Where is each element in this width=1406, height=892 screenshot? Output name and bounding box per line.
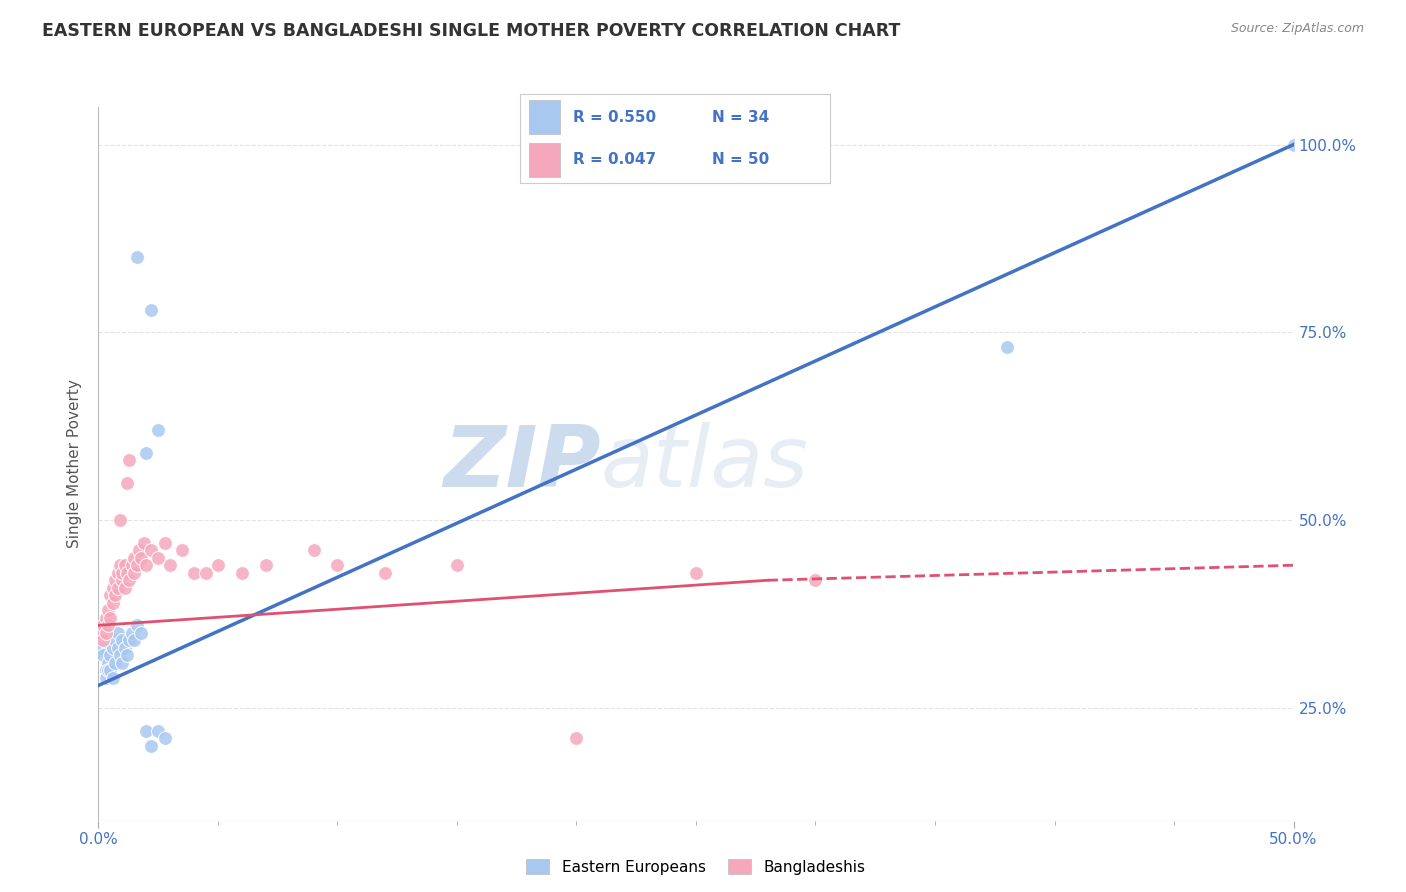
Point	[121, 625, 143, 640]
Point	[995, 340, 1018, 354]
Point	[194, 566, 218, 580]
Point	[94, 611, 117, 625]
Point	[172, 543, 194, 558]
Point	[91, 618, 114, 632]
Point	[97, 603, 120, 617]
Point	[131, 550, 153, 565]
Point	[114, 640, 136, 655]
Point	[114, 558, 136, 573]
Point	[97, 664, 120, 678]
Point	[148, 423, 170, 437]
Point	[90, 625, 112, 640]
Point	[139, 739, 162, 753]
Bar	[530, 143, 561, 177]
Point	[118, 453, 141, 467]
Point	[91, 633, 114, 648]
Point	[114, 581, 136, 595]
Point	[135, 445, 157, 459]
Point	[108, 648, 131, 663]
Point	[91, 648, 114, 663]
Point	[139, 302, 162, 317]
Point	[118, 633, 141, 648]
Text: EASTERN EUROPEAN VS BANGLADESHI SINGLE MOTHER POVERTY CORRELATION CHART: EASTERN EUROPEAN VS BANGLADESHI SINGLE M…	[42, 22, 901, 40]
Point	[125, 250, 148, 264]
Point	[111, 656, 134, 670]
Point	[98, 611, 122, 625]
Point	[111, 633, 134, 648]
Point	[131, 625, 153, 640]
Point	[101, 640, 124, 655]
Point	[115, 566, 138, 580]
Point	[104, 588, 127, 602]
Point	[115, 475, 138, 490]
Point	[125, 618, 148, 632]
Point	[94, 671, 117, 685]
Point	[97, 618, 120, 632]
Point	[155, 535, 177, 549]
Point	[139, 543, 162, 558]
Point	[132, 535, 155, 549]
Point	[101, 581, 124, 595]
Text: N = 34: N = 34	[711, 111, 769, 125]
Point	[104, 633, 127, 648]
Point	[804, 574, 827, 588]
Point	[107, 640, 129, 655]
Text: Source: ZipAtlas.com: Source: ZipAtlas.com	[1230, 22, 1364, 36]
Point	[183, 566, 205, 580]
Point	[155, 731, 177, 745]
Point	[124, 566, 146, 580]
Point	[148, 723, 170, 738]
Text: ZIP: ZIP	[443, 422, 600, 506]
Point	[302, 543, 325, 558]
Point	[125, 558, 148, 573]
Point	[107, 625, 129, 640]
Point	[231, 566, 253, 580]
Point	[111, 566, 134, 580]
Point	[565, 731, 588, 745]
Point	[94, 625, 117, 640]
Legend: Eastern Europeans, Bangladeshis: Eastern Europeans, Bangladeshis	[520, 853, 872, 880]
Point	[94, 664, 117, 678]
Point	[97, 656, 120, 670]
Point	[124, 550, 146, 565]
Point	[104, 656, 127, 670]
Point	[101, 596, 124, 610]
Point	[207, 558, 229, 573]
Point	[135, 723, 157, 738]
Point	[108, 513, 131, 527]
Point	[101, 671, 124, 685]
Point	[107, 581, 129, 595]
Point	[107, 566, 129, 580]
Text: R = 0.550: R = 0.550	[572, 111, 657, 125]
Point	[115, 648, 138, 663]
Y-axis label: Single Mother Poverty: Single Mother Poverty	[67, 379, 83, 549]
Point	[128, 543, 150, 558]
Point	[90, 640, 112, 655]
Point	[121, 558, 143, 573]
Point	[111, 574, 134, 588]
Point	[159, 558, 181, 573]
Point	[104, 574, 127, 588]
Point	[118, 574, 141, 588]
Point	[135, 558, 157, 573]
Bar	[530, 100, 561, 134]
Text: R = 0.047: R = 0.047	[572, 153, 657, 167]
Text: N = 50: N = 50	[711, 153, 769, 167]
Point	[148, 550, 170, 565]
Point	[685, 566, 707, 580]
Point	[124, 633, 146, 648]
Point	[98, 588, 122, 602]
Point	[254, 558, 277, 573]
Point	[108, 558, 131, 573]
Point	[446, 558, 468, 573]
Point	[326, 558, 349, 573]
Text: atlas: atlas	[600, 422, 808, 506]
Point	[1282, 137, 1305, 152]
Point	[374, 566, 396, 580]
Point	[98, 664, 122, 678]
Point	[98, 648, 122, 663]
